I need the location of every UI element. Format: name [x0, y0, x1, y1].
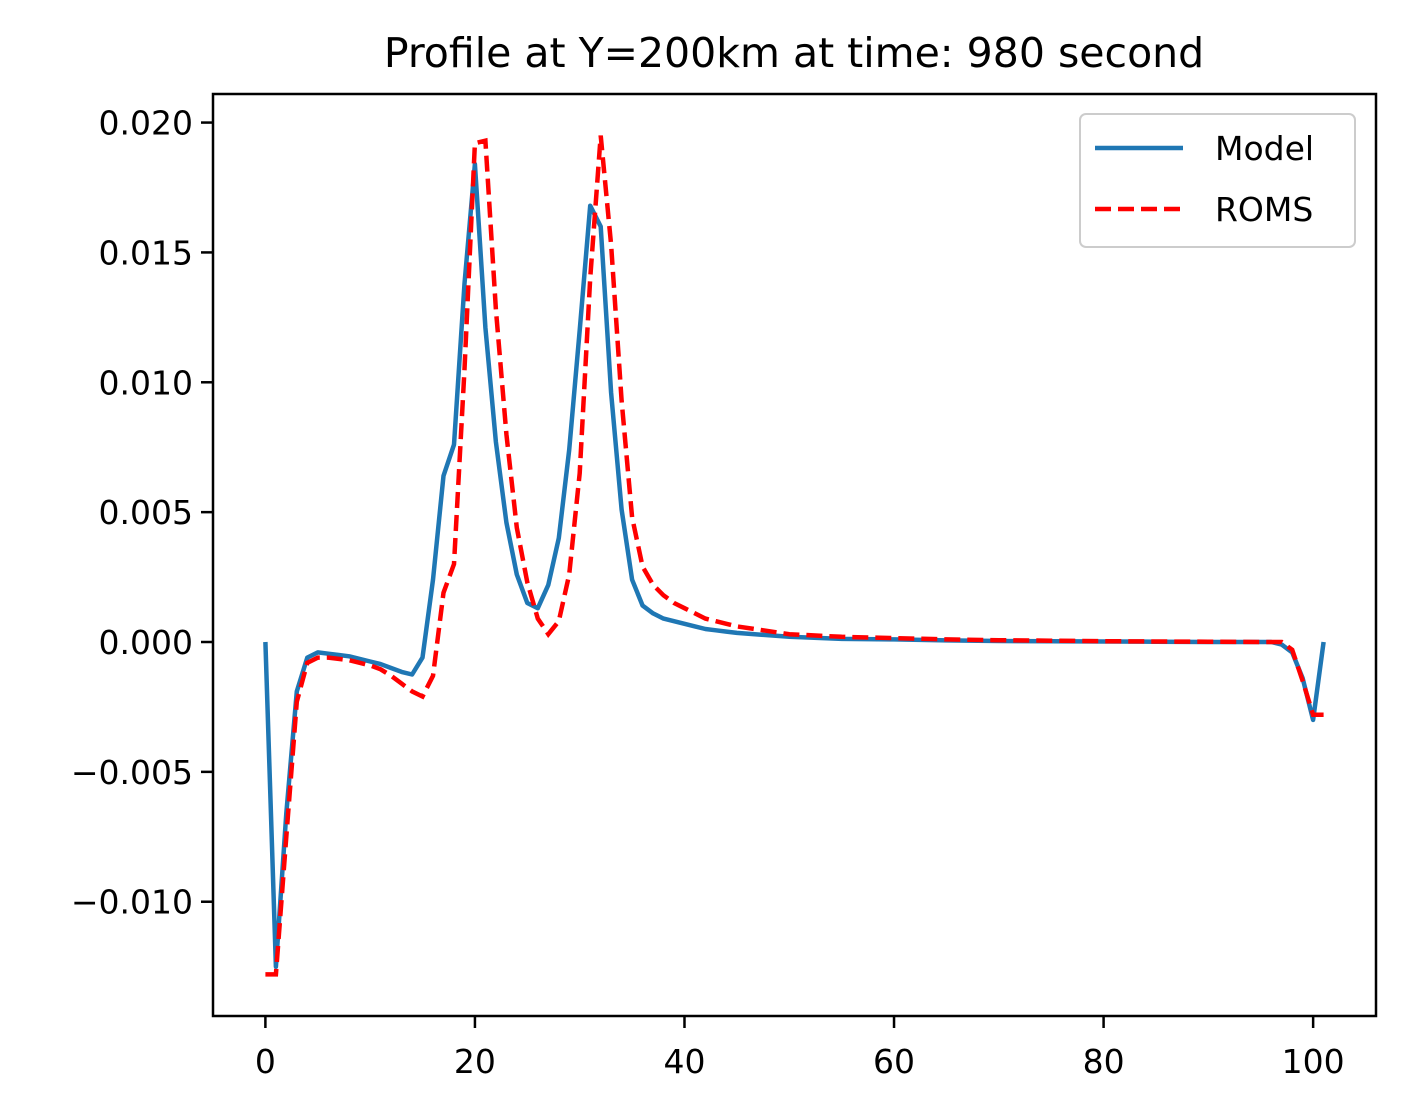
x-tick-label: 80 [1083, 1042, 1125, 1081]
plot-area-frame [211, 92, 1378, 1018]
x-axis: 0 20 40 60 80 100 [255, 1016, 1345, 1081]
x-tick-label: 60 [873, 1042, 915, 1081]
y-tick-label: −0.005 [71, 753, 193, 792]
legend: Model ROMS [1079, 113, 1356, 248]
x-tick-label: 100 [1282, 1042, 1345, 1081]
y-tick-label: −0.010 [71, 883, 193, 922]
y-tick-label: 0.000 [99, 623, 193, 662]
series-line-model [263, 161, 1326, 969]
y-tick-label: 0.015 [99, 233, 193, 272]
x-tick-label: 40 [663, 1042, 705, 1081]
legend-label-model: Model [1215, 129, 1314, 168]
y-tick-label: 0.020 [99, 104, 193, 143]
x-tick-label: 0 [255, 1042, 276, 1081]
y-axis: −0.010 −0.005 0.000 0.005 0.010 0.015 0.020 [71, 104, 213, 922]
x-tick-label: 20 [454, 1042, 496, 1081]
legend-label-roms: ROMS [1215, 190, 1313, 229]
series-line-roms [265, 135, 1324, 977]
y-tick-label: 0.005 [99, 493, 193, 532]
series-layer [263, 135, 1326, 977]
chart-title: Profile at Y=200km at time: 980 second [384, 29, 1204, 77]
y-tick-label: 0.010 [99, 363, 193, 402]
